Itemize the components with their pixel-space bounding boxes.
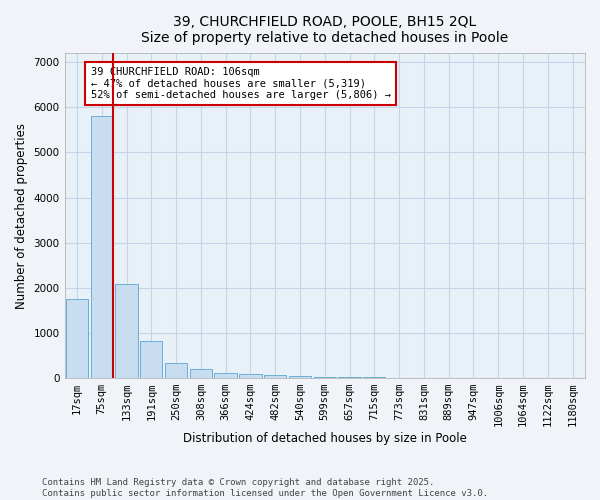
Bar	[190, 370, 212, 378]
Bar	[91, 116, 113, 378]
Bar	[289, 376, 311, 378]
Bar	[115, 284, 137, 378]
Bar	[314, 376, 336, 378]
Text: 39 CHURCHFIELD ROAD: 106sqm
← 47% of detached houses are smaller (5,319)
52% of : 39 CHURCHFIELD ROAD: 106sqm ← 47% of det…	[91, 67, 391, 100]
Bar	[66, 299, 88, 378]
Bar	[165, 363, 187, 378]
Bar	[140, 341, 163, 378]
Bar	[214, 372, 237, 378]
X-axis label: Distribution of detached houses by size in Poole: Distribution of detached houses by size …	[183, 432, 467, 445]
Bar	[239, 374, 262, 378]
Text: Contains HM Land Registry data © Crown copyright and database right 2025.
Contai: Contains HM Land Registry data © Crown c…	[42, 478, 488, 498]
Title: 39, CHURCHFIELD ROAD, POOLE, BH15 2QL
Size of property relative to detached hous: 39, CHURCHFIELD ROAD, POOLE, BH15 2QL Si…	[141, 15, 508, 45]
Bar	[264, 376, 286, 378]
Y-axis label: Number of detached properties: Number of detached properties	[15, 122, 28, 308]
Bar	[338, 377, 361, 378]
